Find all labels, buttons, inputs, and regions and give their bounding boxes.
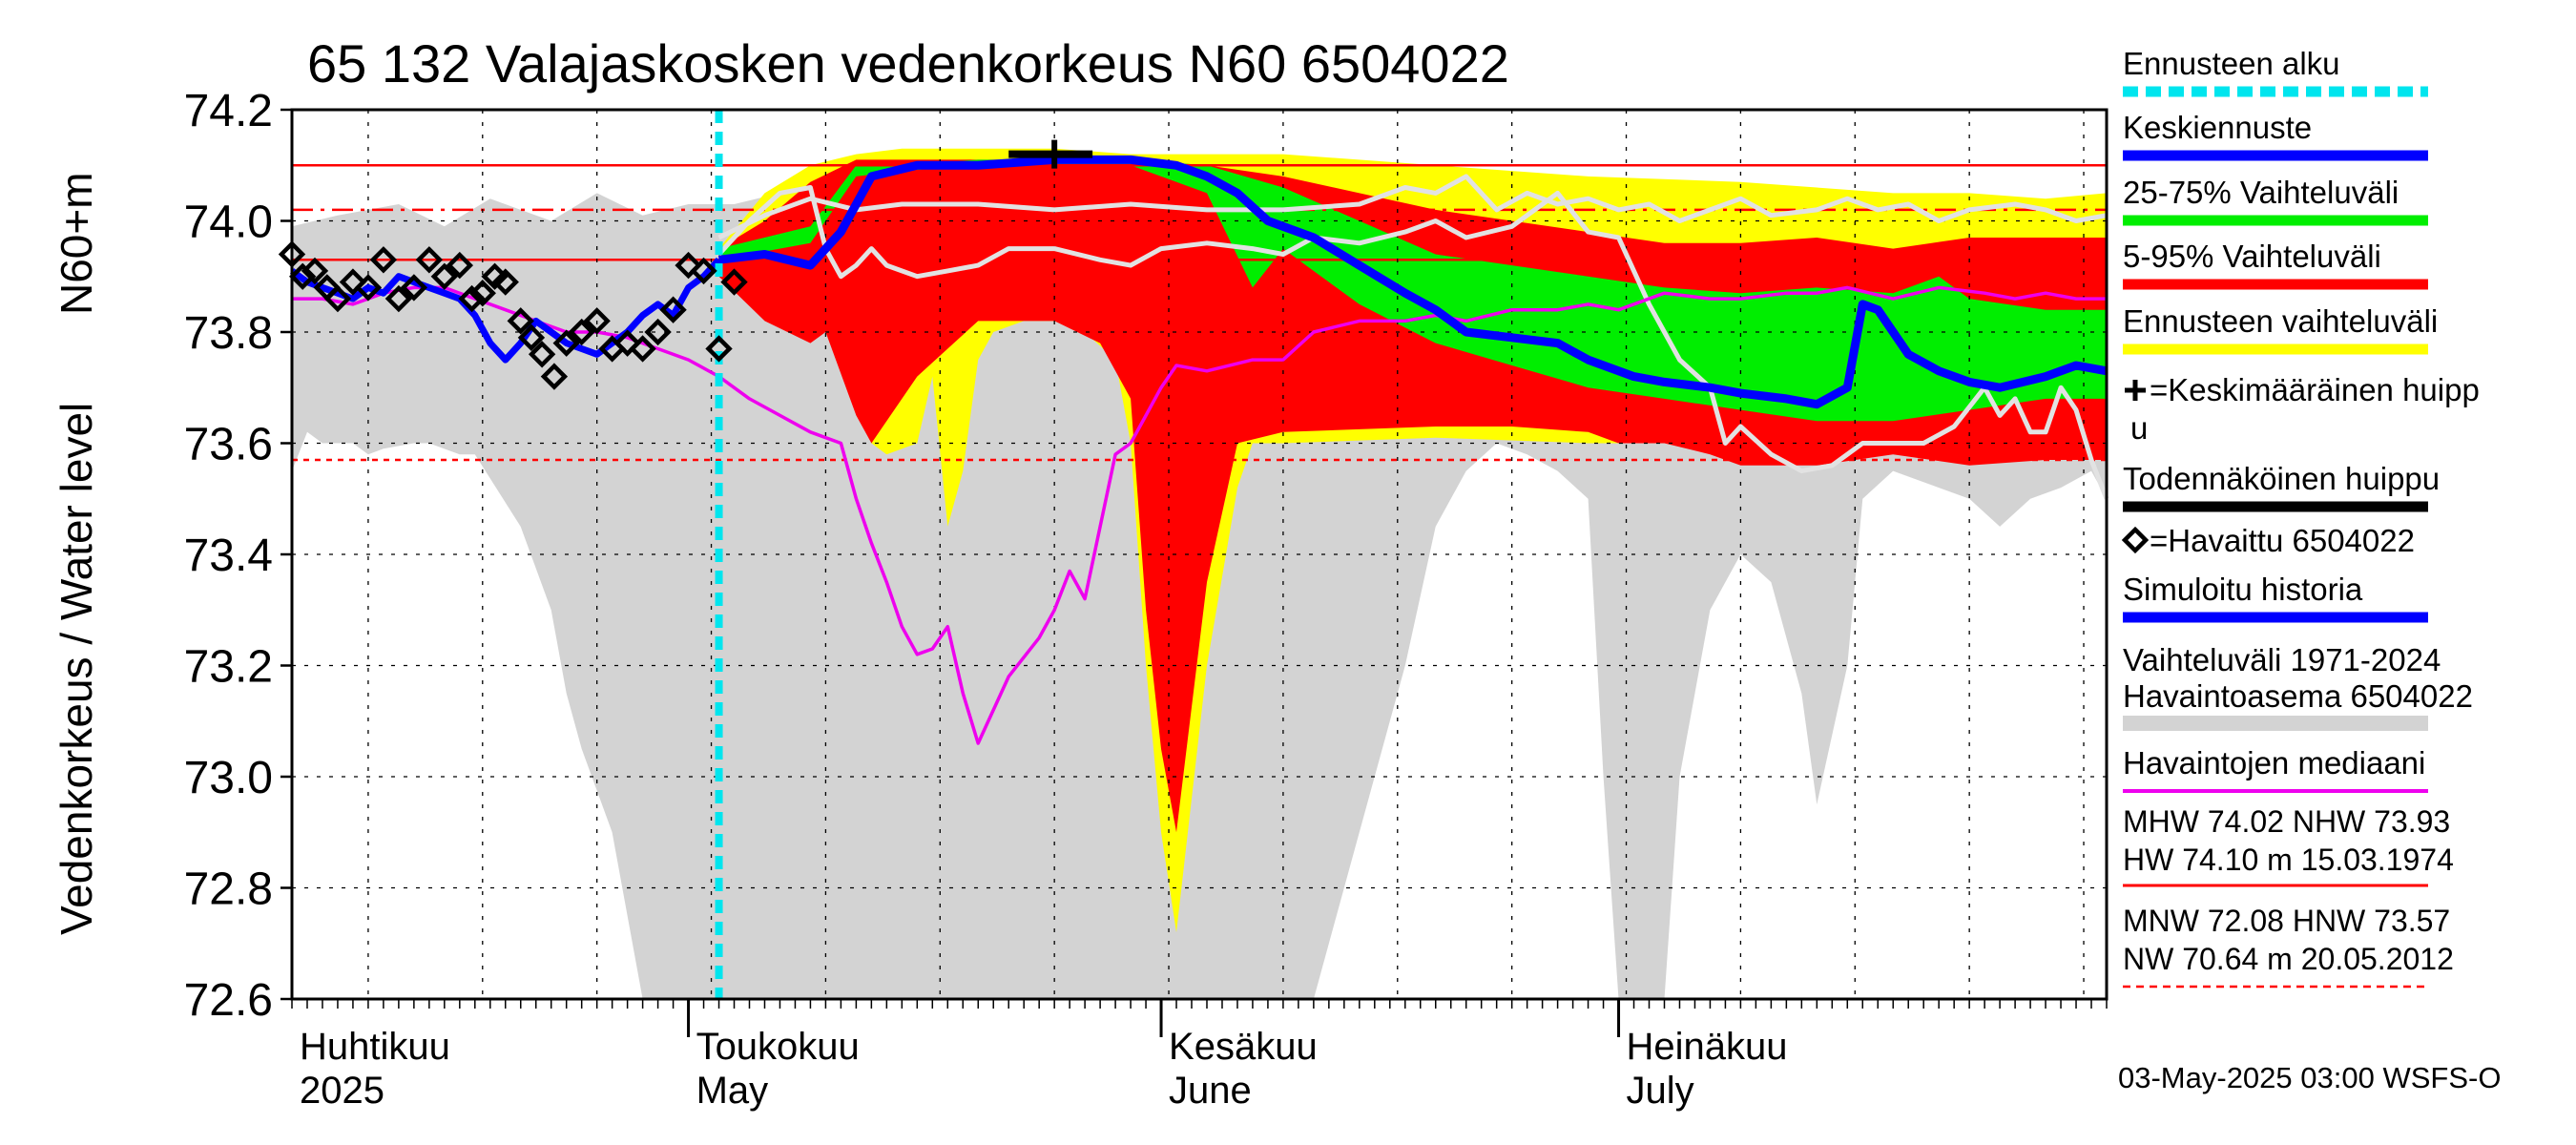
legend-label2-mean-peak: u <box>2130 410 2148 446</box>
y-tick-label: 73.6 <box>184 420 273 470</box>
y-tick-label: 73.0 <box>184 753 273 803</box>
observed-point <box>491 268 519 296</box>
stats-line-3: MNW 72.08 HNW 73.57 <box>2123 904 2450 938</box>
legend-label-mean-forecast: Keskiennuste <box>2123 110 2312 145</box>
footer-timestamp: 03-May-2025 03:00 WSFS-O <box>2118 1061 2501 1094</box>
legend: Ennusteen alku Keskiennuste 25-75% Vaihtel… <box>2121 46 2480 793</box>
legend-label-range-25-75: 25-75% Vaihteluväli <box>2123 175 2399 210</box>
legend-label-range-5-95: 5-95% Vaihteluväli <box>2123 239 2381 274</box>
series-lines <box>289 110 2109 999</box>
observed-point <box>507 307 534 335</box>
y-tick-label: 73.8 <box>184 308 273 359</box>
observed-point <box>415 246 444 274</box>
observed-point <box>613 329 641 357</box>
observed-point <box>289 262 317 290</box>
observed-point <box>384 284 413 313</box>
y-tick-label: 72.8 <box>184 864 273 915</box>
observed-point <box>705 335 733 363</box>
legend-label-mean-peak: =Keskimääräinen huipp <box>2150 372 2480 407</box>
month-label-en: July <box>1627 1070 1694 1112</box>
legend-label2-hist-range: Havaintoasema 6504022 <box>2123 678 2473 714</box>
y-tick-label: 72.6 <box>184 975 273 1026</box>
observed-point <box>528 341 556 368</box>
stats-line-1: MHW 74.02 NHW 73.93 <box>2123 804 2450 839</box>
mean-forecast-line <box>717 155 2108 409</box>
member-trace <box>717 185 2109 500</box>
observed-point <box>720 268 748 296</box>
observed-point <box>540 363 569 390</box>
observed-point <box>400 274 428 302</box>
observed-point <box>629 335 656 363</box>
legend-label-hist-range: Vaihteluväli 1971-2024 <box>2123 642 2441 677</box>
observed-point <box>644 318 672 346</box>
legend-symbol-observed <box>2121 526 2150 554</box>
month-label-fi: Huhtikuu <box>300 1026 450 1068</box>
y-tick-label: 74.0 <box>184 198 273 248</box>
month-label-fi: Heinäkuu <box>1627 1026 1788 1068</box>
observed-point <box>430 262 459 290</box>
observed-point <box>517 323 546 352</box>
y-tick-label: 73.2 <box>184 642 273 693</box>
grid-lines <box>292 110 2107 999</box>
stats-line-2: HW 74.10 m 15.03.1974 <box>2123 843 2454 877</box>
observed-point <box>690 257 717 285</box>
month-label-fi: Toukokuu <box>696 1026 860 1068</box>
y-tick-label: 73.4 <box>184 531 273 581</box>
p25-p75-band <box>718 159 2107 422</box>
legend-label-forecast-start: Ennusteen alku <box>2123 46 2340 81</box>
month-label-en: June <box>1169 1070 1252 1112</box>
observed-point <box>675 251 702 280</box>
legend-label-observed: =Havaittu 6504022 <box>2150 523 2415 558</box>
axes-labels: 72.6 72.8 73.0 73.2 73.4 73.6 73.8 74.0 74.2 Huht… <box>184 86 2108 1112</box>
observed-point <box>339 268 367 296</box>
chart-title: 65 132 Valajaskosken vedenkorkeus N60 65… <box>307 33 1509 94</box>
y-axis-unit-label: N60+m <box>52 172 101 315</box>
observed-point <box>568 318 595 346</box>
observed-point <box>659 296 687 323</box>
observed-point <box>446 251 473 280</box>
member-trace-upper <box>717 174 2108 240</box>
observed-point <box>468 280 496 307</box>
observed-point <box>583 307 611 335</box>
observed-point <box>323 284 352 313</box>
legend-symbol-mean-peak <box>2125 380 2146 401</box>
observed-point <box>301 257 329 285</box>
month-label-en: May <box>696 1070 769 1112</box>
observed-point <box>552 329 580 357</box>
range-25-75-area <box>718 159 2107 422</box>
month-label-en: 2025 <box>300 1070 384 1112</box>
month-label-fi: Kesäkuu <box>1169 1026 1318 1068</box>
legend-label-probable-peak: Todennäköinen huippu <box>2123 461 2440 496</box>
observed-point <box>369 246 398 274</box>
y-tick-label: 74.2 <box>184 86 273 136</box>
observed-point <box>354 274 383 302</box>
mean-peak-marker <box>1040 139 1070 169</box>
legend-label-simulated: Simuloitu historia <box>2123 572 2363 607</box>
legend-label-median: Havaintojen mediaani <box>2123 745 2425 781</box>
stats-line-4: NW 70.64 m 20.05.2012 <box>2123 942 2454 976</box>
y-axis-label: Vedenkorkeus / Water level <box>52 403 101 935</box>
legend-label-forecast-range: Ennusteen vaihteluväli <box>2123 303 2438 339</box>
observed-point <box>458 284 486 313</box>
